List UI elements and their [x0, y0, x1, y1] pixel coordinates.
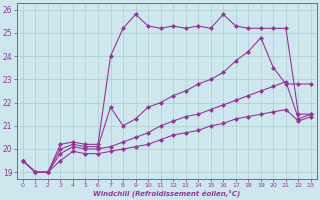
X-axis label: Windchill (Refroidissement éolien,°C): Windchill (Refroidissement éolien,°C) [93, 190, 241, 197]
